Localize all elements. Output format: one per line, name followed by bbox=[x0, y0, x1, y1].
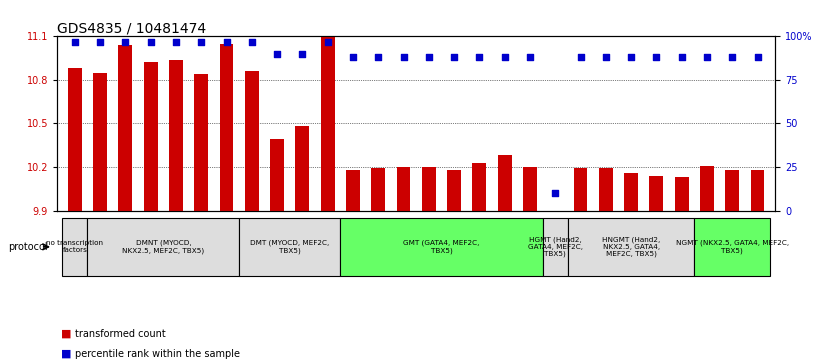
Text: no transcription
factors: no transcription factors bbox=[47, 240, 104, 253]
Point bbox=[271, 51, 284, 57]
Bar bbox=[270, 139, 284, 211]
Text: protocol: protocol bbox=[8, 242, 48, 252]
Text: GDS4835 / 10481474: GDS4835 / 10481474 bbox=[57, 21, 206, 35]
Point bbox=[548, 190, 561, 196]
Bar bbox=[447, 170, 461, 211]
FancyBboxPatch shape bbox=[62, 218, 87, 276]
Bar bbox=[169, 60, 183, 211]
Bar bbox=[321, 36, 335, 211]
FancyBboxPatch shape bbox=[239, 218, 340, 276]
Bar bbox=[93, 73, 107, 211]
Bar bbox=[220, 44, 233, 211]
Bar bbox=[118, 45, 132, 211]
Point bbox=[144, 38, 157, 44]
Bar bbox=[422, 167, 436, 211]
Text: DMT (MYOCD, MEF2C,
TBX5): DMT (MYOCD, MEF2C, TBX5) bbox=[251, 240, 330, 254]
Text: percentile rank within the sample: percentile rank within the sample bbox=[75, 349, 240, 359]
FancyBboxPatch shape bbox=[543, 218, 568, 276]
Bar bbox=[144, 62, 157, 211]
Bar bbox=[472, 163, 486, 211]
Text: NGMT (NKX2.5, GATA4, MEF2C,
TBX5): NGMT (NKX2.5, GATA4, MEF2C, TBX5) bbox=[676, 240, 789, 254]
Point bbox=[372, 54, 385, 60]
Point bbox=[347, 54, 360, 60]
Point bbox=[296, 51, 309, 57]
Bar bbox=[295, 126, 309, 211]
Bar bbox=[523, 167, 537, 211]
FancyBboxPatch shape bbox=[87, 218, 239, 276]
Point bbox=[624, 54, 637, 60]
Bar bbox=[194, 74, 208, 211]
Point bbox=[751, 54, 764, 60]
Point bbox=[246, 38, 259, 44]
Bar bbox=[599, 168, 613, 211]
Bar bbox=[725, 170, 739, 211]
Point bbox=[472, 54, 486, 60]
Point bbox=[675, 54, 688, 60]
Point bbox=[700, 54, 713, 60]
Bar bbox=[68, 68, 82, 211]
Text: GMT (GATA4, MEF2C,
TBX5): GMT (GATA4, MEF2C, TBX5) bbox=[403, 240, 480, 254]
FancyBboxPatch shape bbox=[568, 218, 694, 276]
Text: HNGMT (Hand2,
NKX2.5, GATA4,
MEF2C, TBX5): HNGMT (Hand2, NKX2.5, GATA4, MEF2C, TBX5… bbox=[602, 236, 660, 257]
Bar bbox=[624, 173, 638, 211]
Point bbox=[195, 38, 208, 44]
Bar bbox=[675, 177, 689, 211]
Point bbox=[498, 54, 511, 60]
Point bbox=[220, 38, 233, 44]
Bar bbox=[371, 168, 385, 211]
Point bbox=[119, 38, 132, 44]
Point bbox=[322, 38, 335, 44]
Text: DMNT (MYOCD,
NKX2.5, MEF2C, TBX5): DMNT (MYOCD, NKX2.5, MEF2C, TBX5) bbox=[122, 240, 204, 254]
Bar bbox=[346, 170, 360, 211]
Point bbox=[447, 54, 460, 60]
Point bbox=[69, 38, 82, 44]
Bar bbox=[397, 167, 410, 211]
Text: HGMT (Hand2,
GATA4, MEF2C,
TBX5): HGMT (Hand2, GATA4, MEF2C, TBX5) bbox=[528, 236, 583, 257]
Text: ■: ■ bbox=[61, 349, 72, 359]
Bar bbox=[574, 168, 588, 211]
Point bbox=[523, 54, 536, 60]
Text: ■: ■ bbox=[61, 329, 72, 339]
Bar bbox=[751, 170, 765, 211]
Point bbox=[650, 54, 663, 60]
Bar bbox=[700, 166, 714, 211]
Point bbox=[397, 54, 410, 60]
FancyBboxPatch shape bbox=[340, 218, 543, 276]
Point bbox=[574, 54, 587, 60]
FancyBboxPatch shape bbox=[694, 218, 770, 276]
Point bbox=[422, 54, 435, 60]
Bar bbox=[245, 71, 259, 211]
Point bbox=[599, 54, 612, 60]
Point bbox=[94, 38, 107, 44]
Text: transformed count: transformed count bbox=[75, 329, 166, 339]
Point bbox=[170, 38, 183, 44]
Bar bbox=[650, 176, 663, 211]
Bar bbox=[498, 155, 512, 211]
Point bbox=[725, 54, 738, 60]
